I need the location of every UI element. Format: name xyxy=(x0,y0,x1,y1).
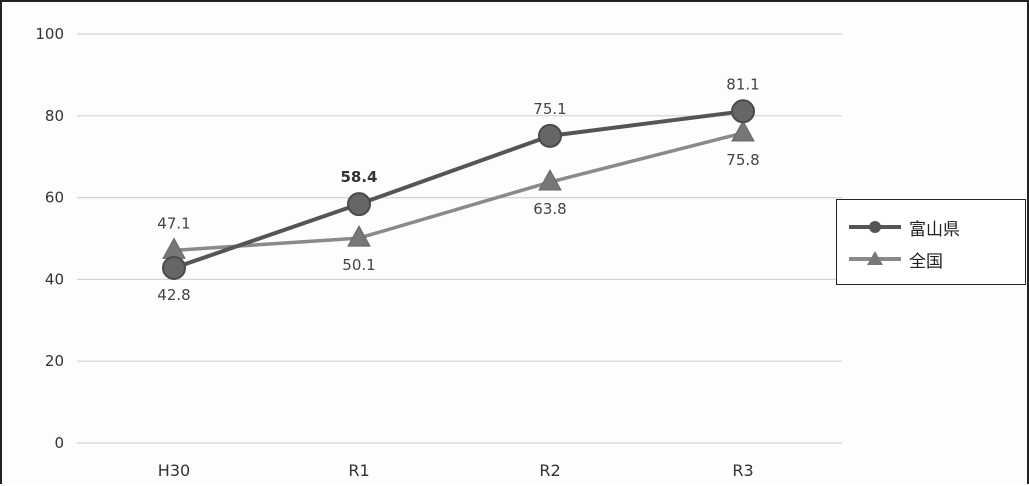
y-tick-label: 40 xyxy=(45,270,64,288)
y-tick-label: 20 xyxy=(45,352,64,370)
point-toyama-R1 xyxy=(347,192,371,217)
legend-line-triangle-icon xyxy=(849,251,901,265)
y-tick-label: 100 xyxy=(35,25,64,43)
x-axis-ticks: H30 R1 R2 R3 xyxy=(158,461,754,480)
series-lines xyxy=(173,109,744,270)
data-labels: 42.8 58.4 75.1 81.1 47.1 50.1 63.8 75.8 xyxy=(157,75,759,304)
data-label-toyama: 81.1 xyxy=(726,75,759,93)
series-line-national xyxy=(173,131,744,253)
legend-label-national: 全国 xyxy=(909,251,943,272)
point-national-R2 xyxy=(538,169,562,191)
data-label-toyama: 75.1 xyxy=(533,100,566,118)
data-label-national: 75.8 xyxy=(726,151,759,169)
legend-item-national: 全国 xyxy=(847,246,943,272)
data-label-national: 47.1 xyxy=(157,214,190,232)
data-label-national: 63.8 xyxy=(533,200,566,218)
x-tick-label: R2 xyxy=(539,461,560,480)
point-toyama-R2 xyxy=(538,123,562,148)
point-national-R3 xyxy=(731,119,755,142)
x-tick-label: H30 xyxy=(158,461,190,480)
y-axis-ticks: 0 20 40 60 80 100 xyxy=(35,25,64,452)
legend: 富山県 全国 xyxy=(836,199,1026,285)
y-tick-label: 80 xyxy=(45,107,64,125)
series-markers xyxy=(162,99,755,280)
point-toyama-H30 xyxy=(162,255,186,280)
data-label-toyama: 42.8 xyxy=(157,286,190,304)
x-tick-label: R1 xyxy=(348,461,369,480)
legend-item-toyama: 富山県 xyxy=(847,214,960,240)
legend-label-toyama: 富山県 xyxy=(909,219,960,240)
y-tick-label: 60 xyxy=(45,189,64,207)
y-tick-label: 0 xyxy=(54,434,64,452)
point-national-R1 xyxy=(347,225,371,247)
x-tick-label: R3 xyxy=(732,461,753,480)
series-line-toyama xyxy=(173,109,744,270)
point-toyama-R3 xyxy=(731,99,755,124)
data-label-national: 50.1 xyxy=(342,256,375,274)
data-label-toyama: 58.4 xyxy=(340,168,377,186)
legend-line-circle-icon xyxy=(849,221,901,233)
gridlines xyxy=(77,33,842,444)
